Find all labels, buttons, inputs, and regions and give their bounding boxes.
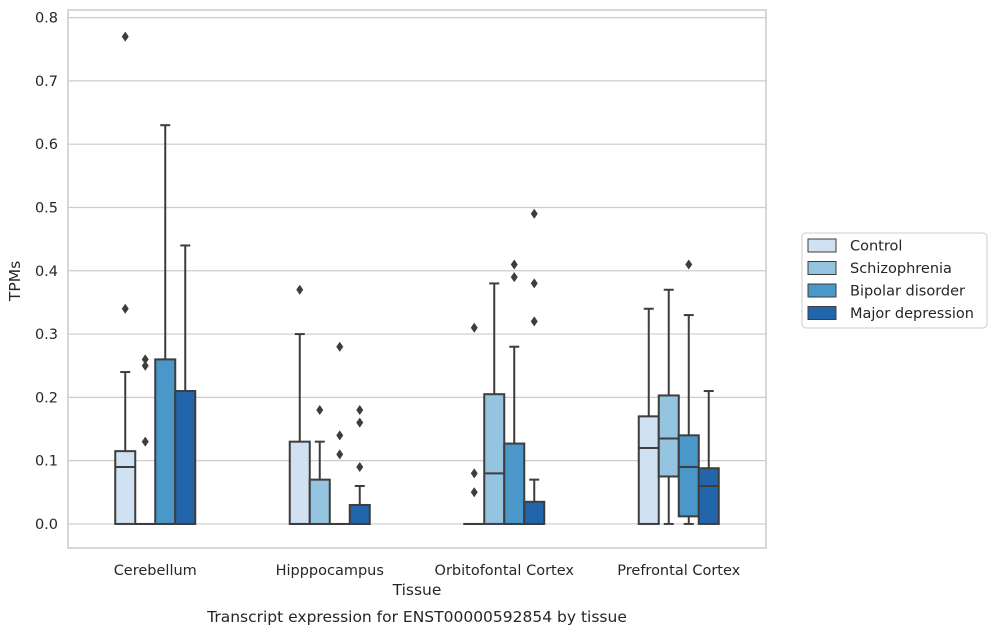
legend-swatch (807, 306, 837, 320)
y-tick-label: 0.8 (35, 11, 58, 27)
y-axis-ticks: 0.0 0.1 0.2 0.3 0.4 0.5 0.6 0.7 0.8 (35, 11, 58, 533)
box-schizophrenia (134, 354, 157, 525)
legend-swatch (807, 238, 837, 253)
box-major-depression (174, 244, 197, 525)
y-tick-label: 0.6 (35, 137, 58, 153)
box-bipolar-disorder (154, 124, 177, 525)
box-major-depression (348, 405, 371, 525)
outlier-point (685, 259, 693, 270)
outlier-point (510, 272, 518, 283)
outlier-point (141, 436, 149, 447)
box-iqr (657, 394, 680, 478)
legend-label: Schizophrenia (850, 261, 952, 277)
box-iqr (503, 442, 526, 525)
legend: Control Schizophrenia Bipolar disorder Majo… (801, 232, 988, 329)
outlier-point (470, 487, 478, 498)
outlier-point (510, 259, 518, 270)
box-iqr (308, 478, 331, 525)
box-iqr (114, 450, 137, 525)
box-iqr (174, 390, 197, 525)
x-tick-label: Orbitofontal Cortex (435, 563, 575, 579)
x-tick-label: Prefrontal Cortex (617, 563, 740, 579)
outlier-point (141, 360, 149, 371)
outlier-point (356, 405, 364, 416)
box-iqr (637, 415, 660, 525)
y-tick-label: 0.1 (35, 454, 58, 470)
plot-frame (67, 9, 767, 549)
outlier-point (336, 430, 344, 441)
box-iqr (154, 358, 177, 525)
outlier-point (121, 31, 129, 42)
outlier-point (530, 316, 538, 327)
outlier-point (356, 417, 364, 428)
legend-swatch (807, 261, 837, 275)
chart-title: Transcript expression for ENST0000059285… (206, 608, 627, 626)
box-major-depression (523, 208, 546, 525)
box-control (114, 31, 137, 525)
box-series (114, 31, 720, 525)
outlier-point (336, 341, 344, 352)
outlier-point (336, 449, 344, 460)
box-iqr (483, 393, 506, 525)
box-major-depression (697, 390, 720, 525)
outlier-point (530, 208, 538, 219)
box-iqr (677, 434, 700, 518)
y-tick-label: 0.7 (35, 74, 58, 90)
box-control (288, 284, 311, 525)
y-tick-label: 0.0 (35, 517, 58, 533)
box-iqr (348, 503, 371, 525)
y-tick-label: 0.3 (35, 327, 58, 343)
outlier-point (356, 461, 364, 472)
outlier-point (121, 303, 129, 314)
y-tick-label: 0.5 (35, 200, 58, 216)
outlier-point (296, 284, 304, 295)
box-bipolar-disorder (503, 259, 526, 525)
x-axis-ticks: Cerebellum Hipppocampus Orbitofontal Corte… (114, 563, 741, 579)
y-tick-label: 0.4 (35, 264, 58, 280)
legend-frame (801, 232, 988, 329)
outlier-point (141, 354, 149, 365)
x-axis-label: Tissue (392, 581, 442, 599)
legend-label: Bipolar disorder (850, 284, 965, 300)
box-iqr (697, 467, 720, 525)
outlier-point (530, 278, 538, 289)
outlier-point (470, 468, 478, 479)
box-schizophrenia (483, 282, 506, 525)
box-iqr (288, 440, 311, 525)
y-tick-label: 0.2 (35, 390, 58, 406)
box-schizophrenia (308, 405, 331, 525)
legend-swatch (807, 283, 837, 298)
outlier-point (316, 405, 324, 416)
legend-label: Major depression (850, 306, 974, 322)
y-axis-label: TPMs (6, 261, 24, 302)
x-tick-label: Cerebellum (114, 563, 197, 579)
legend-label: Control (850, 239, 902, 255)
outlier-point (470, 322, 478, 333)
box-bipolar-disorder (677, 259, 700, 525)
x-tick-label: Hipppocampus (276, 563, 384, 579)
box-bipolar-disorder (328, 341, 351, 525)
box-control (463, 322, 486, 525)
box-iqr (523, 500, 546, 525)
